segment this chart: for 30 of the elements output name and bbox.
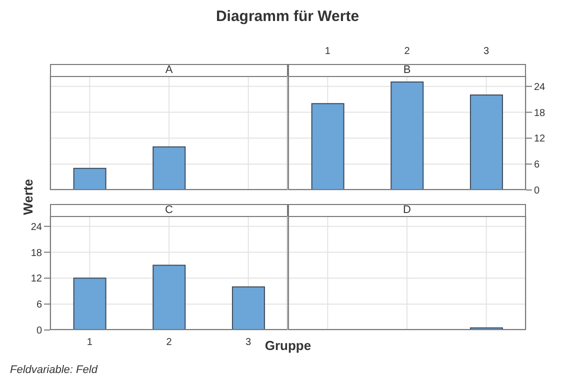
x-tick-label: 3 <box>246 337 252 348</box>
bar <box>232 286 265 330</box>
y-axis-title: Werte <box>20 179 36 215</box>
chart-title: Diagramm für Werte <box>214 8 360 25</box>
y-tick-label: 6 <box>534 160 540 171</box>
y-tick-label: 24 <box>30 222 42 233</box>
y-tick-label: 0 <box>36 326 42 337</box>
bar <box>73 278 106 330</box>
y-tick-label: 0 <box>534 186 540 197</box>
x-tick-label: 2 <box>166 337 172 348</box>
bar <box>470 94 503 190</box>
y-tick-label: 6 <box>36 300 42 311</box>
bar <box>311 103 344 190</box>
y-tick-label: 12 <box>534 134 546 145</box>
x-axis-title: Gruppe <box>264 338 312 353</box>
bar <box>390 82 424 190</box>
x-tick-label: 3 <box>484 46 490 57</box>
x-tick-label: 1 <box>86 337 93 348</box>
chart-subtitle: D <box>288 204 526 217</box>
y-tick-label: 18 <box>534 108 546 119</box>
chart-subtitle: A <box>50 64 288 77</box>
x-tick-label: 1 <box>324 46 331 57</box>
bar <box>152 264 186 330</box>
text: Feldvariable: Feld <box>10 364 98 376</box>
chart-subtitle: B <box>288 64 526 77</box>
y-tick-label: 18 <box>30 248 42 259</box>
chart-subtitle: C <box>50 204 288 217</box>
y-tick-label: 12 <box>30 274 42 285</box>
y-tick-label: 24 <box>534 82 546 93</box>
x-tick-label: 2 <box>404 46 410 57</box>
